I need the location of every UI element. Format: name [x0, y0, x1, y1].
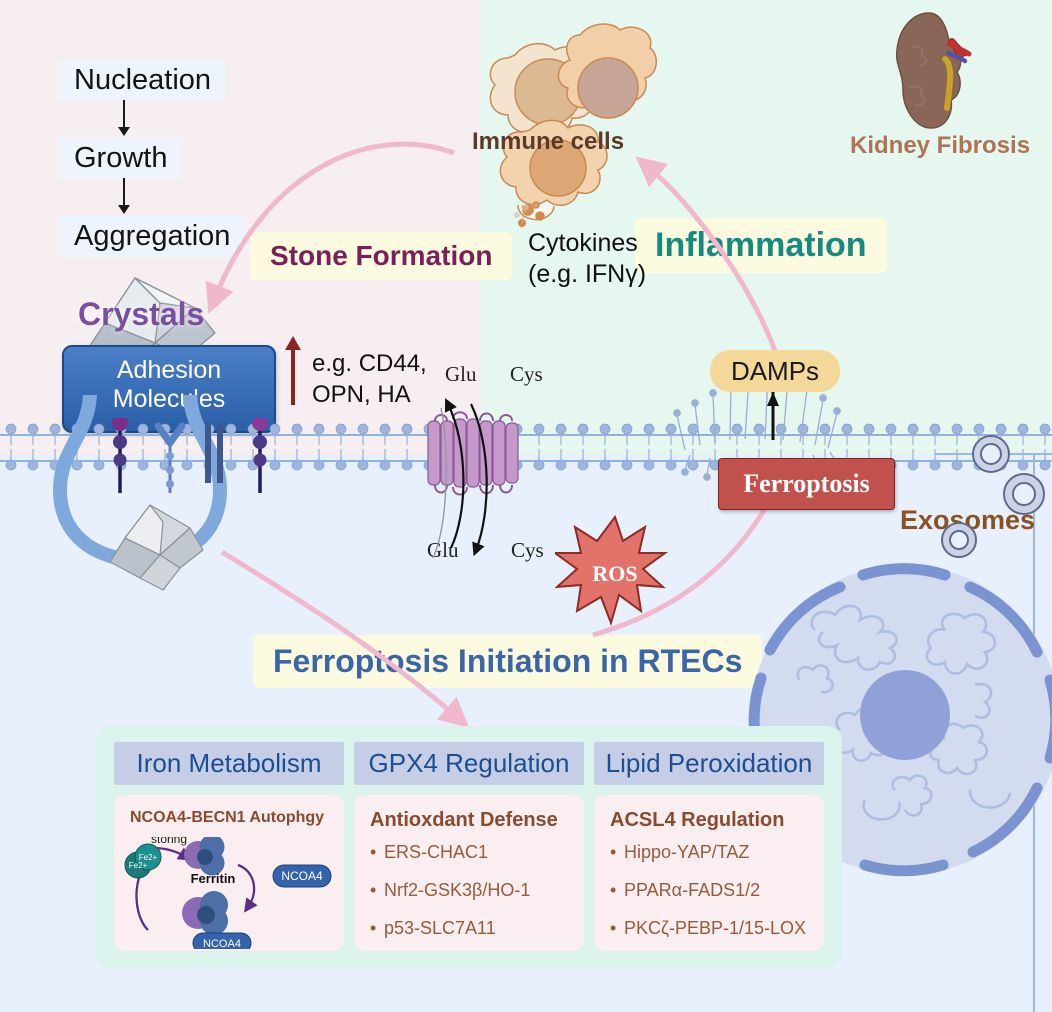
svg-text:NCOA4: NCOA4 — [203, 938, 241, 949]
svg-text:Fe2+: Fe2+ — [139, 853, 158, 862]
svg-text:Fe2+: Fe2+ — [129, 861, 148, 870]
svg-text:Ferritin: Ferritin — [191, 871, 236, 886]
svg-text:NCOA4: NCOA4 — [281, 869, 323, 883]
svg-text:storing: storing — [151, 837, 187, 846]
svg-text:ROS: ROS — [592, 561, 637, 586]
